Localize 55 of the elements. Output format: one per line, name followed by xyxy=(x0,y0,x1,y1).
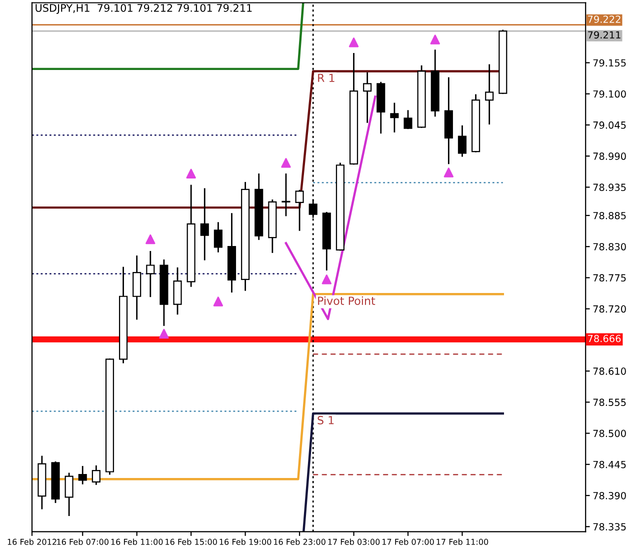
candlestick xyxy=(404,110,412,130)
x-tick-label: 16 Feb 07:00 xyxy=(57,538,109,545)
x-tick-label: 17 Feb 11:00 xyxy=(436,538,488,545)
point xyxy=(186,168,196,178)
series-label: S 1 xyxy=(318,416,334,424)
y-tick-label: 78.610 xyxy=(593,368,626,375)
chart-title: USDJPY,H1 79.101 79.212 79.101 79.211 xyxy=(36,4,252,14)
y-tick-label: 78.390 xyxy=(593,492,626,500)
point xyxy=(322,274,332,284)
y-tick-label: 78.500 xyxy=(593,430,626,438)
point xyxy=(146,234,156,244)
y-tick-label: 78.990 xyxy=(593,152,626,160)
candlestick xyxy=(485,64,494,125)
y-tick-label: 78.775 xyxy=(593,274,626,282)
x-tick-label: 16 Feb 19:00 xyxy=(220,538,272,545)
series-label: R 1 xyxy=(318,74,334,82)
candlestick xyxy=(146,250,155,298)
y-tick-label: 79.045 xyxy=(593,121,626,129)
candlestick xyxy=(64,472,74,516)
point xyxy=(281,158,291,168)
candlestick xyxy=(282,173,290,216)
ref-line-label: 79.211 xyxy=(588,31,620,39)
x-tick-label: 16 Feb 11:00 xyxy=(111,538,163,545)
candlestick xyxy=(214,222,222,252)
y-tick-label: 78.335 xyxy=(593,523,626,530)
candlestick xyxy=(458,125,467,157)
y-tick-label: 78.555 xyxy=(593,398,626,406)
y-tick-label: 78.830 xyxy=(593,243,626,250)
series-label: Pivot Point xyxy=(318,296,376,305)
y-tick-label: 78.720 xyxy=(593,305,626,313)
point xyxy=(430,34,440,44)
ref-line-label: 79.222 xyxy=(588,16,620,23)
candlestick xyxy=(78,466,87,484)
x-tick-label: 16 Feb 2012 xyxy=(8,538,56,545)
point xyxy=(444,168,454,178)
point xyxy=(159,328,169,339)
band-label: 78.666 xyxy=(588,334,621,342)
x-tick-label: 16 Feb 15:00 xyxy=(166,538,217,545)
candlestick xyxy=(390,102,399,132)
y-tick-label: 78.935 xyxy=(593,184,626,192)
point xyxy=(348,37,359,48)
y-tick-label: 79.100 xyxy=(593,90,626,98)
y-tick-label: 78.445 xyxy=(593,460,626,468)
candlestick xyxy=(132,256,142,320)
y-tick-label: 78.885 xyxy=(593,212,626,220)
candlestick xyxy=(200,188,209,260)
point xyxy=(213,296,224,306)
y-tick-label: 79.155 xyxy=(593,59,626,67)
candlestick xyxy=(363,72,372,123)
candlestick xyxy=(295,190,304,231)
x-tick-label: 16 Feb 23:00 xyxy=(274,538,326,545)
candlestick xyxy=(173,267,182,315)
x-tick-label: 17 Feb 03:00 xyxy=(328,538,380,545)
x-tick-label: 17 Feb 07:00 xyxy=(382,538,434,545)
candlestick xyxy=(92,465,100,485)
